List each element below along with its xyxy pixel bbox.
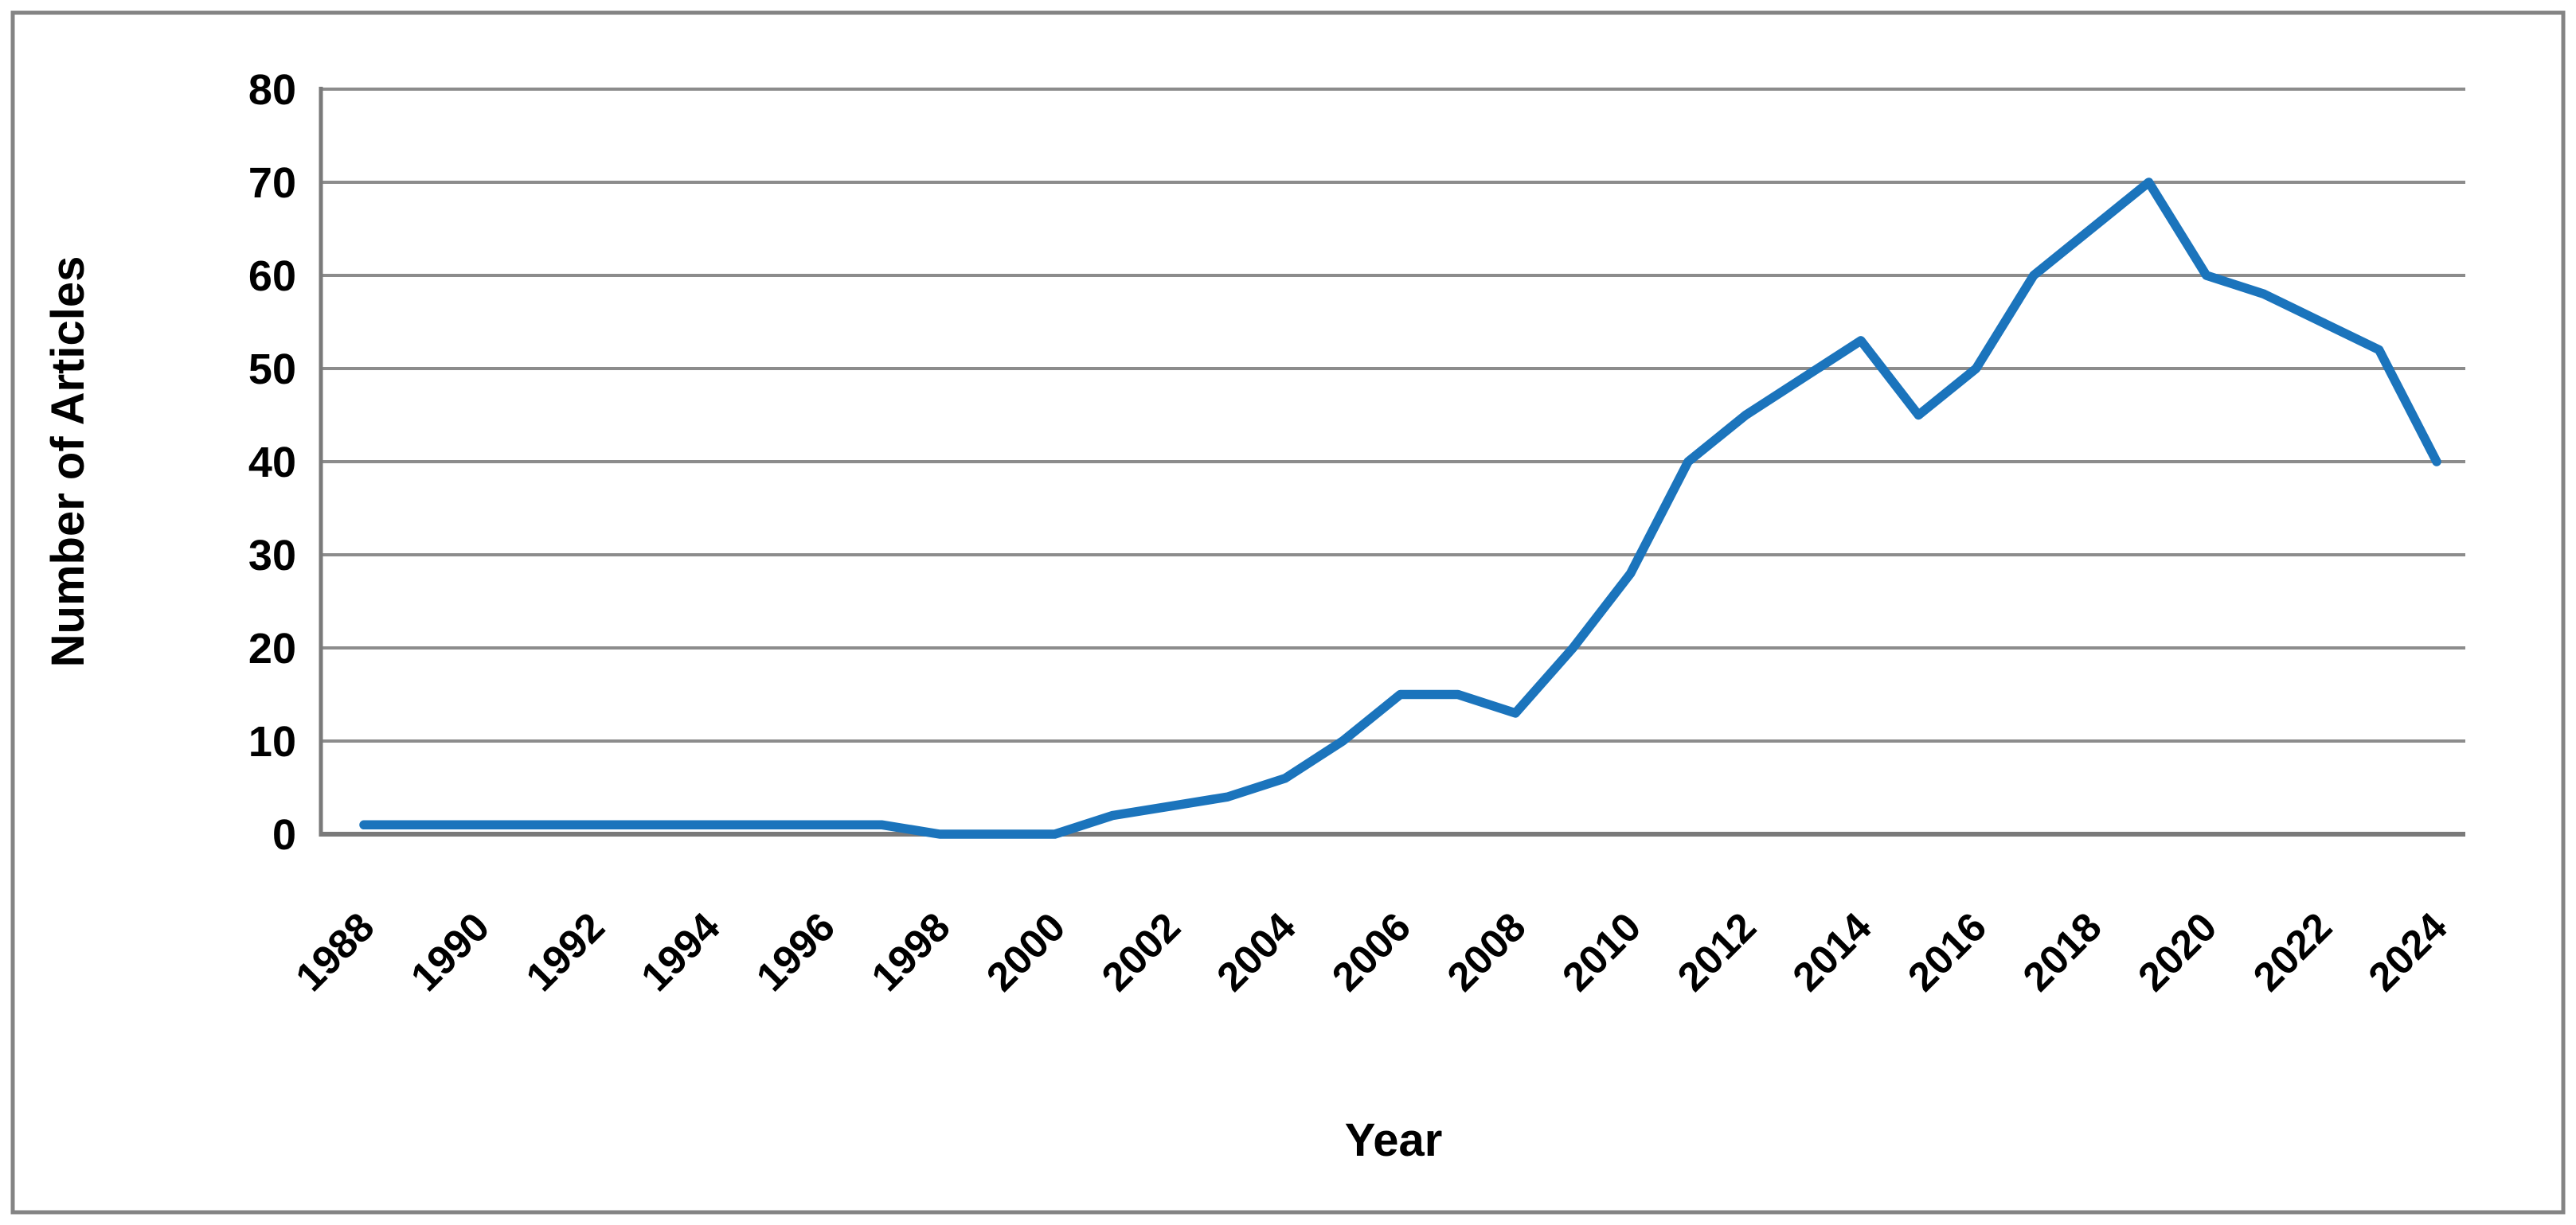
- x-tick-label: 2014: [1784, 903, 1880, 1000]
- x-tick-label: 2018: [2014, 903, 2110, 1000]
- x-tick-label: 2012: [1669, 903, 1765, 1000]
- x-tick-label: 2002: [1093, 903, 1190, 1000]
- y-tick-label: 40: [248, 439, 296, 486]
- y-tick-label: 20: [248, 625, 296, 673]
- x-tick-label: 2024: [2359, 903, 2456, 1000]
- y-tick-label: 50: [248, 345, 296, 393]
- x-axis-title: Year: [1345, 1114, 1443, 1166]
- x-tick-label: 2010: [1554, 903, 1650, 1000]
- x-tick-label: 2022: [2245, 903, 2341, 1000]
- x-tick-label: 2000: [978, 903, 1074, 1000]
- gridlines: [321, 88, 2465, 743]
- x-tick-label: 2006: [1323, 903, 1420, 1000]
- y-tick-label: 60: [248, 252, 296, 300]
- x-tick-label: 1990: [402, 903, 498, 1000]
- y-tick-label: 30: [248, 532, 296, 579]
- x-tick-label: 1996: [748, 903, 844, 1000]
- articles-trend-line: [359, 178, 2441, 839]
- x-axis-tick-labels: 1988 1990 1992 1994 1996 1998 2000 2002 2004 2006…: [287, 903, 2456, 1000]
- x-tick-label: 1992: [517, 903, 613, 1000]
- y-tick-label: 80: [248, 66, 296, 114]
- y-tick-label: 10: [248, 718, 296, 766]
- x-tick-label: 2016: [1899, 903, 1996, 1000]
- y-axis-tick-labels: 0 10 20 30 40 50 60 70 80: [248, 66, 296, 859]
- x-tick-label: 1998: [862, 903, 959, 1000]
- x-tick-label: 1988: [287, 903, 383, 1000]
- figure-border: [10, 10, 2566, 1215]
- x-tick-label: 2008: [1438, 903, 1534, 1000]
- x-tick-label: 2020: [2129, 903, 2226, 1000]
- y-tick-label: 0: [272, 811, 296, 859]
- x-tick-label: 2004: [1208, 903, 1304, 1000]
- y-tick-label: 70: [248, 159, 296, 207]
- y-axis-title: Number of Articles: [42, 256, 94, 668]
- x-tick-label: 1994: [632, 903, 729, 1000]
